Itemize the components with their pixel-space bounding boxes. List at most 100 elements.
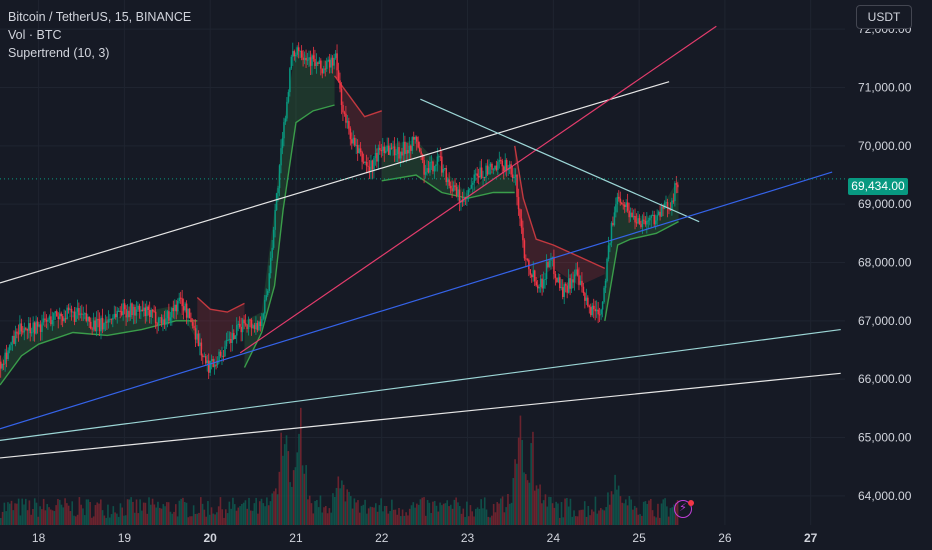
candle-body: [274, 210, 276, 230]
volume-bar: [507, 493, 509, 525]
candle-body: [125, 309, 127, 318]
volume-bar: [278, 471, 281, 525]
volume-bar: [246, 508, 249, 525]
candle-body: [258, 321, 260, 330]
volume-bar: [262, 503, 265, 525]
currency-button[interactable]: USDT: [856, 5, 912, 29]
volume-bar: [450, 504, 452, 525]
candle-body: [438, 156, 440, 158]
time-axis-label: 19: [118, 531, 132, 545]
volume-bar: [239, 506, 241, 525]
time-axis-label: 18: [32, 531, 46, 545]
volume-bar: [433, 500, 436, 525]
candle-body: [230, 338, 232, 343]
candle-body: [268, 273, 270, 292]
candle-body: [28, 323, 30, 331]
candle-body: [367, 165, 369, 167]
volume-bar: [32, 509, 34, 525]
candle-body: [352, 137, 355, 144]
volume-bar: [107, 504, 109, 525]
volume-bar: [100, 499, 102, 525]
volume-bar: [16, 503, 18, 525]
candle-body: [564, 284, 567, 286]
candle-body: [489, 163, 492, 167]
candle-body: [88, 316, 91, 322]
volume-bar: [341, 480, 343, 525]
volume-bar: [603, 510, 606, 525]
candle-body: [649, 217, 651, 221]
volume-bar: [391, 499, 393, 525]
candle-body: [265, 295, 268, 300]
volume-bar: [73, 515, 75, 525]
volume-bar: [37, 516, 40, 525]
candle-body: [433, 165, 436, 172]
volume-bar: [205, 516, 207, 525]
volume-bar: [607, 492, 609, 525]
candle-body: [485, 165, 487, 178]
volume-bar: [366, 513, 368, 525]
volume-bar: [346, 489, 349, 525]
volume-bar: [400, 516, 402, 525]
candle-body: [594, 309, 596, 312]
volume-bar: [192, 505, 195, 525]
volume-bar: [466, 501, 468, 525]
volume-bar: [526, 480, 529, 525]
volume-bar: [319, 495, 322, 525]
volume-bar: [110, 514, 113, 525]
candle-body: [623, 204, 626, 207]
lightning-alert-icon[interactable]: ⚡: [674, 500, 692, 518]
candle-body: [1, 363, 3, 369]
volume-bar: [521, 440, 524, 525]
supertrend-indicator-label[interactable]: Supertrend (10, 3): [8, 46, 110, 60]
candle-body: [454, 185, 456, 187]
candle-body: [185, 303, 188, 318]
supertrend-line: [381, 174, 515, 200]
candle-body: [404, 141, 406, 154]
volume-bar: [558, 517, 561, 525]
last-price-label: 69,434.00: [848, 178, 908, 195]
supertrend-line: [514, 145, 606, 269]
candle-body: [477, 175, 480, 178]
volume-bar: [658, 517, 661, 525]
candle-body: [137, 305, 139, 310]
candle-body: [314, 58, 316, 67]
volume-bar: [517, 437, 520, 525]
volume-bar: [650, 498, 652, 525]
volume-bar: [64, 498, 66, 525]
volume-bar: [189, 516, 191, 525]
volume-bar: [280, 432, 282, 525]
volume-bar: [312, 513, 315, 525]
candle-body: [281, 138, 284, 149]
candle-body: [207, 360, 210, 373]
volume-bar: [544, 494, 547, 525]
candle-body: [82, 314, 85, 316]
volume-bar: [300, 407, 302, 525]
candle-body: [483, 177, 486, 179]
candle-body: [328, 59, 331, 68]
volume-bar: [0, 517, 2, 525]
volume-bar: [392, 509, 395, 525]
candle-body: [200, 342, 203, 356]
candle-body: [480, 167, 483, 178]
volume-bar: [200, 497, 202, 525]
volume-bar: [635, 507, 638, 525]
candle-body: [238, 323, 241, 327]
candle-body: [570, 279, 573, 289]
candle-body: [631, 212, 633, 218]
candle-body: [112, 317, 114, 320]
volume-bar: [473, 516, 475, 525]
candle-body: [498, 160, 501, 162]
candle-body: [646, 220, 648, 225]
candle-body: [445, 168, 447, 183]
symbol-title[interactable]: Bitcoin / TetherUS, 15, BINANCE: [8, 10, 192, 24]
volume-bar: [646, 503, 649, 525]
volume-bar: [23, 504, 25, 525]
volume-indicator-label[interactable]: Vol · BTC: [8, 28, 62, 42]
volume-bar: [426, 500, 429, 525]
candle-body: [275, 193, 278, 211]
candle-body: [22, 331, 24, 333]
candle-body: [358, 148, 360, 154]
candle-body: [297, 47, 300, 51]
